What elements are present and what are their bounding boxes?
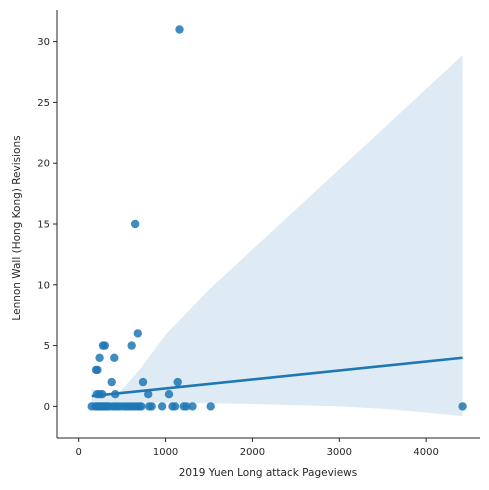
data-point: [175, 25, 184, 34]
y-tick-label: 20: [37, 159, 50, 170]
confidence-band: [91, 55, 463, 417]
data-point: [131, 219, 140, 229]
y-tick-label: 10: [37, 280, 50, 291]
data-point: [100, 341, 110, 350]
data-point: [107, 377, 116, 387]
data-point: [133, 329, 142, 338]
x-tick-label: 0: [76, 447, 82, 458]
data-point: [93, 365, 102, 375]
regression-line-layer: [91, 356, 463, 398]
y-tick-label: 25: [37, 98, 50, 109]
y-tick-label: 15: [37, 220, 50, 231]
y-tick-label: 0: [44, 402, 50, 413]
axes-layer: 0 1000 2000 3000 4000 0 5 10 15 20 25 30: [37, 10, 480, 458]
data-point: [170, 402, 180, 411]
y-axis-label: Lennon Wall (Hong Kong) Revisions: [11, 135, 23, 320]
data-point: [144, 390, 153, 399]
confidence-band-layer: [91, 55, 463, 417]
data-point: [138, 377, 148, 387]
y-tick-label: 30: [37, 37, 50, 48]
data-point: [110, 353, 119, 362]
data-point: [458, 402, 467, 411]
data-point: [111, 390, 120, 399]
data-point: [182, 402, 191, 411]
data-point: [173, 377, 182, 387]
data-point: [157, 402, 167, 411]
x-tick-label: 2000: [240, 447, 265, 458]
x-tick-label: 1000: [153, 447, 178, 458]
x-axis-label: 2019 Yuen Long attack Pageviews: [179, 467, 358, 479]
data-point: [164, 390, 174, 399]
data-point: [147, 402, 156, 411]
y-tick-label: 5: [44, 341, 50, 352]
regression-line: [91, 356, 463, 398]
x-tick-label: 3000: [327, 447, 352, 458]
scatter-points-layer: [87, 25, 467, 411]
data-point: [98, 390, 107, 399]
data-point: [95, 353, 104, 362]
data-point: [127, 341, 136, 350]
data-point: [206, 402, 215, 411]
data-point: [188, 402, 197, 411]
data-point: [137, 402, 146, 411]
x-tick-label: 4000: [413, 447, 438, 458]
